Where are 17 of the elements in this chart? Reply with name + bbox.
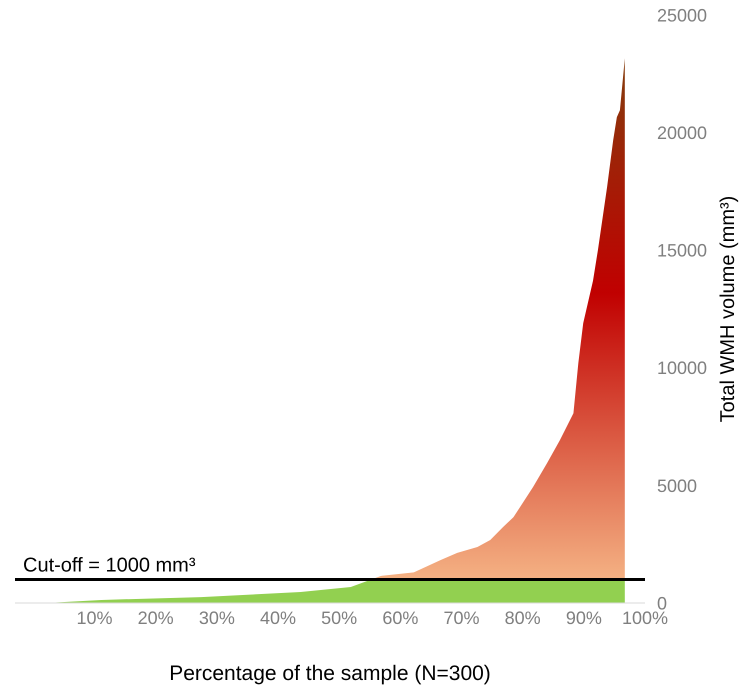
x-tick-label: 30% xyxy=(198,608,235,628)
y-tick-label: 15000 xyxy=(657,240,708,261)
y-axis-title: Total WMH volume (mm³) xyxy=(717,196,740,422)
x-tick-label: 80% xyxy=(504,608,541,628)
y-tick-label: 10000 xyxy=(657,358,708,378)
x-axis-title: Percentage of the sample (N=300) xyxy=(169,662,491,685)
x-tick-label: 40% xyxy=(260,608,296,628)
y-tick-label: 25000 xyxy=(657,5,708,26)
x-tick-label: 10% xyxy=(76,608,113,628)
y-tick-label: 20000 xyxy=(657,122,708,143)
x-tick-label: 70% xyxy=(443,608,480,628)
x-tick-label: 50% xyxy=(321,608,358,628)
x-tick-label: 20% xyxy=(138,608,174,628)
x-tick-label: 60% xyxy=(382,608,418,628)
ref-line-label: Cut-off = 1000 mm³ xyxy=(23,554,196,576)
y-tick-label: 5000 xyxy=(657,476,698,496)
x-tick-label: 90% xyxy=(566,608,602,628)
